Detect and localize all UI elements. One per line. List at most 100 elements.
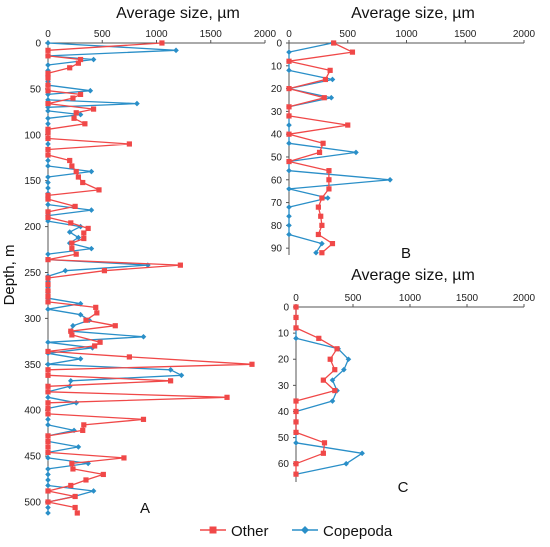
data-point-other [293, 408, 299, 415]
data-point-other [45, 47, 51, 53]
y-tick-label: 400 [24, 406, 41, 417]
data-point-other [45, 281, 51, 288]
data-point-other [71, 115, 77, 121]
data-point-other [319, 195, 325, 201]
data-point-other [293, 314, 299, 321]
y-tick-label: 0 [35, 39, 41, 50]
data-point-other [45, 438, 51, 444]
data-point-copepoda [286, 186, 292, 192]
data-point-copepoda [286, 122, 292, 128]
data-point-other [332, 367, 338, 373]
data-point-other [72, 504, 78, 511]
y-tick-label: 150 [24, 176, 41, 187]
y-tick-label: 100 [24, 130, 41, 141]
y-tick-label: 200 [24, 222, 41, 233]
data-point-other [315, 231, 321, 238]
data-point-copepoda [45, 163, 51, 169]
x-tick-label: 0 [293, 293, 299, 304]
series-other [45, 40, 255, 516]
y-tick-label: 20 [278, 355, 290, 366]
x-tick-label: 1500 [200, 29, 223, 40]
data-point-copepoda [45, 251, 51, 257]
data-point-copepoda [66, 229, 73, 235]
y-tick-label: 0 [276, 39, 282, 50]
data-point-other [94, 310, 100, 316]
data-point-other [345, 122, 351, 128]
y-tick-label: 70 [271, 198, 283, 209]
panel-b: Average size, µm 0 500 1000 1500 2000 0 10 20 30 4… [271, 5, 536, 262]
y-tick-label: 60 [278, 459, 290, 470]
data-point-copepoda [87, 87, 94, 94]
data-point-other [45, 196, 51, 202]
data-point-other [69, 240, 75, 246]
data-point-copepoda [313, 249, 319, 256]
data-point-other [45, 126, 51, 132]
data-point-copepoda [45, 466, 51, 472]
data-point-other [81, 235, 87, 242]
data-point-other [286, 113, 292, 119]
data-point-copepoda [45, 361, 51, 368]
data-point-other [69, 332, 75, 338]
data-point-other [80, 427, 86, 433]
data-point-copepoda [45, 97, 51, 103]
panel-title: Average size, µm [116, 5, 240, 22]
data-point-other [318, 213, 324, 219]
data-point-other [316, 149, 323, 156]
x-tick-label: 1000 [395, 29, 418, 40]
data-point-copepoda [167, 366, 174, 373]
x-tick-label: 0 [286, 29, 292, 40]
legend-item-copepoda: Copepoda [292, 523, 393, 540]
data-point-other [45, 348, 51, 355]
data-point-other [293, 471, 299, 477]
data-point-other [286, 85, 292, 92]
x-tick-label: 1000 [399, 293, 422, 304]
data-point-copepoda [45, 141, 51, 147]
data-point-other [168, 378, 174, 384]
data-point-copepoda [75, 234, 82, 241]
data-point-other [321, 95, 327, 101]
legend-label-copepoda: Copepoda [323, 523, 393, 540]
data-point-other [45, 488, 51, 494]
data-point-other [177, 262, 183, 268]
y-tick-label: 30 [278, 381, 290, 392]
data-point-other [96, 187, 102, 193]
data-point-other [77, 56, 84, 63]
y-tick-label: 20 [271, 84, 283, 95]
panel-a: Average size, µm 0 500 1000 1500 2000 0 50 100 15… [24, 5, 276, 517]
data-point-copepoda [45, 185, 51, 191]
data-point-other [293, 304, 299, 310]
data-point-copepoda [286, 204, 292, 210]
data-point-copepoda [67, 378, 74, 384]
data-point-copepoda [345, 356, 352, 363]
data-point-other [293, 461, 299, 467]
data-point-other [45, 130, 51, 136]
data-point-other [77, 91, 84, 98]
data-point-other [45, 499, 51, 505]
data-point-other [293, 429, 299, 435]
data-point-other [75, 60, 81, 66]
data-point-other [286, 104, 292, 110]
data-point-copepoda [45, 115, 51, 122]
data-point-copepoda [328, 94, 335, 101]
series-copepoda [293, 304, 365, 477]
data-point-other [45, 411, 51, 417]
data-point-copepoda [293, 335, 299, 342]
data-point-copepoda [45, 510, 51, 516]
data-point-copepoda [286, 213, 292, 220]
x-tick-label: 0 [45, 29, 51, 40]
legend-item-other: Other [200, 523, 269, 540]
data-point-other [327, 67, 333, 73]
y-tick-label: 10 [278, 329, 290, 340]
data-point-other [293, 419, 299, 425]
x-tick-label: 1500 [454, 29, 477, 40]
data-point-copepoda [134, 100, 140, 107]
y-tick-label: 60 [271, 175, 283, 186]
data-point-copepoda [45, 306, 51, 313]
data-point-other [100, 471, 106, 478]
data-point-other [93, 304, 99, 310]
data-point-other [69, 460, 75, 467]
data-point-other [68, 328, 74, 334]
x-tick-label: 500 [94, 29, 111, 40]
data-point-copepoda [45, 67, 51, 74]
